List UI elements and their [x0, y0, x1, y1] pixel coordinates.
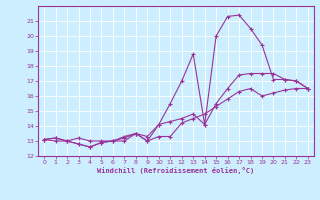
X-axis label: Windchill (Refroidissement éolien,°C): Windchill (Refroidissement éolien,°C) — [97, 167, 255, 174]
